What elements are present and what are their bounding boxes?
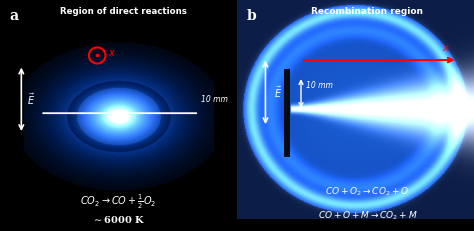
Text: Recombination region: Recombination region [311,7,423,16]
Text: $x$: $x$ [441,43,450,53]
Text: Region of direct reactions: Region of direct reactions [60,7,187,16]
Text: $CO + O + M \rightarrow CO_2 + M$: $CO + O + M \rightarrow CO_2 + M$ [318,209,417,222]
Text: $CO + O_2 \rightarrow CO_2 + O$: $CO + O_2 \rightarrow CO_2 + O$ [325,186,410,198]
Text: 10 mm: 10 mm [201,95,228,104]
Text: $x$: $x$ [108,48,116,58]
Text: b: b [246,9,256,23]
Bar [284,69,290,157]
Text: $\vec{E}$: $\vec{E}$ [27,92,36,107]
Text: 10 mm: 10 mm [306,81,333,90]
Text: $\vec{E}$: $\vec{E}$ [274,85,282,100]
Text: $\sim$6000 K: $\sim$6000 K [92,214,145,225]
Text: $CO_2 \rightarrow CO + \frac{1}{2} O_2$: $CO_2 \rightarrow CO + \frac{1}{2} O_2$ [80,193,157,211]
Text: a: a [9,9,18,23]
